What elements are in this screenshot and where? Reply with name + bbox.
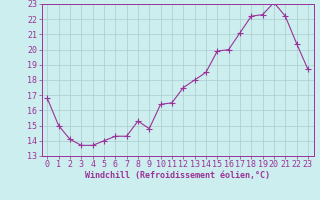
X-axis label: Windchill (Refroidissement éolien,°C): Windchill (Refroidissement éolien,°C) — [85, 171, 270, 180]
